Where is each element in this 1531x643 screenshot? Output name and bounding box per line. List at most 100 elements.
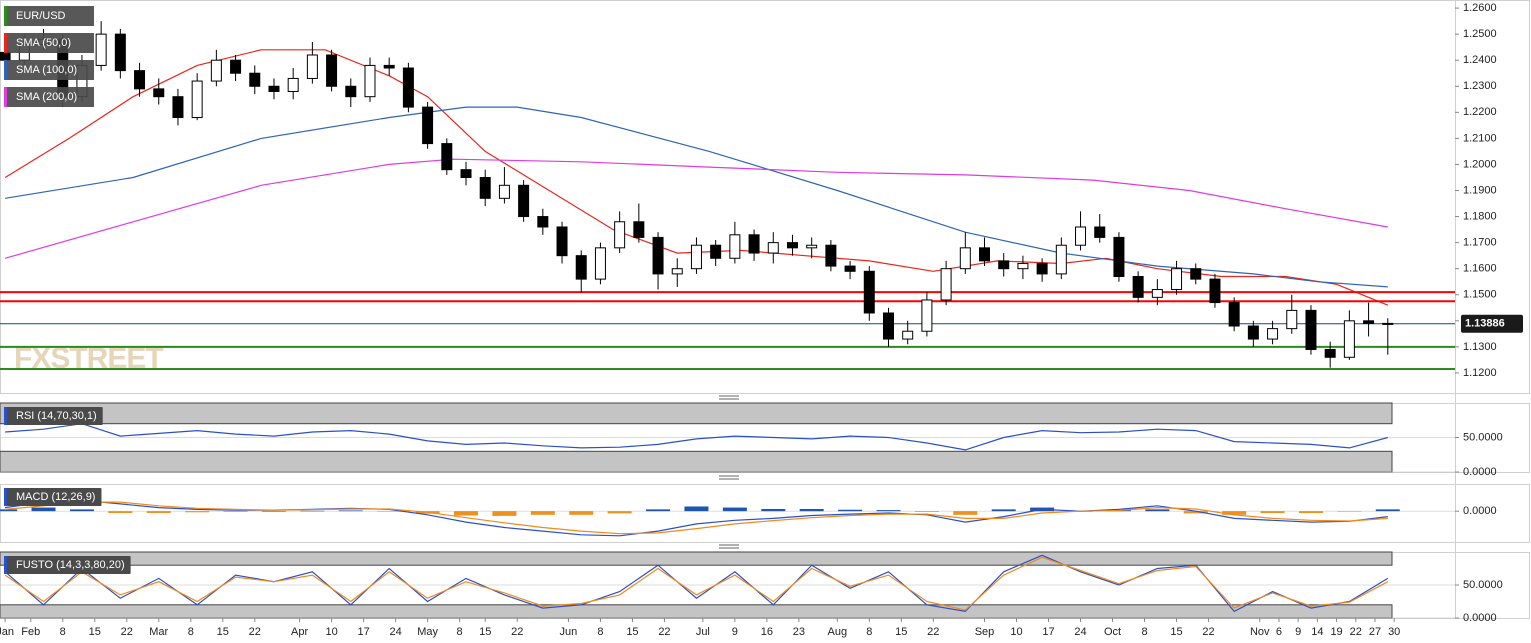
x-tick-label: May <box>417 626 438 638</box>
y-tick-label: 1.1500 <box>1463 289 1497 301</box>
histogram-bar <box>1298 511 1323 513</box>
histogram-bar <box>223 511 248 512</box>
legend-swatch <box>4 6 7 26</box>
candle-body <box>633 221 645 238</box>
candle-body <box>441 143 453 171</box>
x-tick-label: Sep <box>975 626 995 638</box>
y-tick-label: 1.2100 <box>1463 132 1497 144</box>
histogram-bar <box>146 511 171 513</box>
candle-body <box>729 234 741 259</box>
histogram-bar <box>953 511 978 515</box>
histogram-bar <box>991 509 1016 512</box>
candle-body <box>767 242 779 254</box>
x-tick-label: 8 <box>457 626 463 638</box>
x-tick-label: 8 <box>60 626 66 638</box>
y-tick-label: 1.1700 <box>1463 237 1497 249</box>
y-tick-label: 1.1600 <box>1463 263 1497 275</box>
histogram-bar <box>185 511 210 513</box>
x-tick-label: Jul <box>696 626 710 638</box>
candle-body <box>230 59 242 74</box>
x-tick-label: 9 <box>732 626 738 638</box>
candle-body <box>1209 278 1221 304</box>
candle-body <box>1382 322 1394 325</box>
candle-body <box>1247 325 1259 340</box>
y-tick-label: 1.1200 <box>1463 367 1497 379</box>
x-tick-label: 22 <box>511 626 523 638</box>
x-tick-label: 10 <box>325 626 337 638</box>
histogram-bar <box>377 511 402 512</box>
candle-body <box>498 184 510 199</box>
panel-legend: MACD (12,26,9) <box>4 488 102 506</box>
indicator-line <box>5 423 1388 451</box>
indicator-line <box>5 106 1388 288</box>
y-tick-label: 1.1300 <box>1463 341 1497 353</box>
candle-body <box>825 244 837 267</box>
x-tick-label: 22 <box>927 626 939 638</box>
x-tick-label: 8 <box>597 626 603 638</box>
histogram-bar <box>0 509 18 512</box>
x-tick-label: 15 <box>626 626 638 638</box>
y-tick-label: 1.2000 <box>1463 158 1497 170</box>
panel-legend: FUSTO (14,3,3,80,20) <box>4 556 131 574</box>
x-tick-label: 24 <box>389 626 401 638</box>
panel-title-accent <box>4 407 7 425</box>
y-tick-label: 1.1800 <box>1463 210 1497 222</box>
x-tick-label: 22 <box>658 626 670 638</box>
candle-body <box>1363 320 1375 324</box>
y-tick-label: 1.2300 <box>1463 80 1497 92</box>
histogram-bar <box>761 509 786 512</box>
candle-body <box>1305 309 1317 350</box>
panel-legend: RSI (14,70,30,1) <box>4 407 103 425</box>
x-tick-label: 22 <box>249 626 261 638</box>
legend-box <box>4 6 94 26</box>
candle-body <box>748 234 760 254</box>
legend-swatch <box>4 60 7 80</box>
x-tick-label: 22 <box>1350 626 1362 638</box>
last-price-label: 1.13886 <box>1465 318 1505 330</box>
candle-body <box>0 51 11 61</box>
x-tick-label: 15 <box>1170 626 1182 638</box>
x-tick-label: Feb <box>21 626 40 638</box>
candle-body <box>268 85 280 92</box>
indicator-line <box>4 49 1389 306</box>
candle-body <box>1055 244 1067 275</box>
y-tick-label: 1.2600 <box>1463 2 1497 14</box>
overbought-band <box>0 402 1393 425</box>
candle-body <box>172 96 184 119</box>
candle-body <box>1132 276 1144 298</box>
y-tick-label: 1.1900 <box>1463 184 1497 196</box>
x-tick-label: 8 <box>866 626 872 638</box>
candle-body <box>114 33 126 72</box>
x-tick-label: Jun <box>560 626 578 638</box>
histogram-bar <box>607 511 632 514</box>
candle-body <box>1113 236 1125 278</box>
candle-body <box>134 70 146 90</box>
candle-body <box>153 88 165 98</box>
histogram-bar <box>569 511 594 515</box>
candle-body <box>1094 226 1106 238</box>
legend-box <box>4 60 94 80</box>
x-tick-label: 9 <box>1295 626 1301 638</box>
candle-body <box>306 54 318 79</box>
x-tick-label: 22 <box>1202 626 1214 638</box>
candle-body <box>345 85 357 98</box>
panel-title: RSI (14,70,30,1) <box>16 410 97 422</box>
x-tick-label: 30 <box>1388 626 1400 638</box>
indicator-line <box>4 158 1388 259</box>
candle-body <box>364 64 376 98</box>
histogram-bar <box>799 509 824 512</box>
candle-body <box>863 270 875 314</box>
candle-body <box>210 59 222 82</box>
legend-box <box>4 87 94 107</box>
candle-body <box>1075 226 1087 246</box>
legend-swatch <box>4 33 7 53</box>
histogram-bar <box>261 511 286 512</box>
candle-body <box>575 255 587 280</box>
y-tick-label: 0.0000 <box>1463 466 1497 478</box>
histogram-bar <box>31 507 56 512</box>
legend-swatch <box>4 87 7 107</box>
histogram-bar <box>338 510 363 512</box>
candle-body <box>882 312 894 340</box>
candle-body <box>1151 289 1163 298</box>
